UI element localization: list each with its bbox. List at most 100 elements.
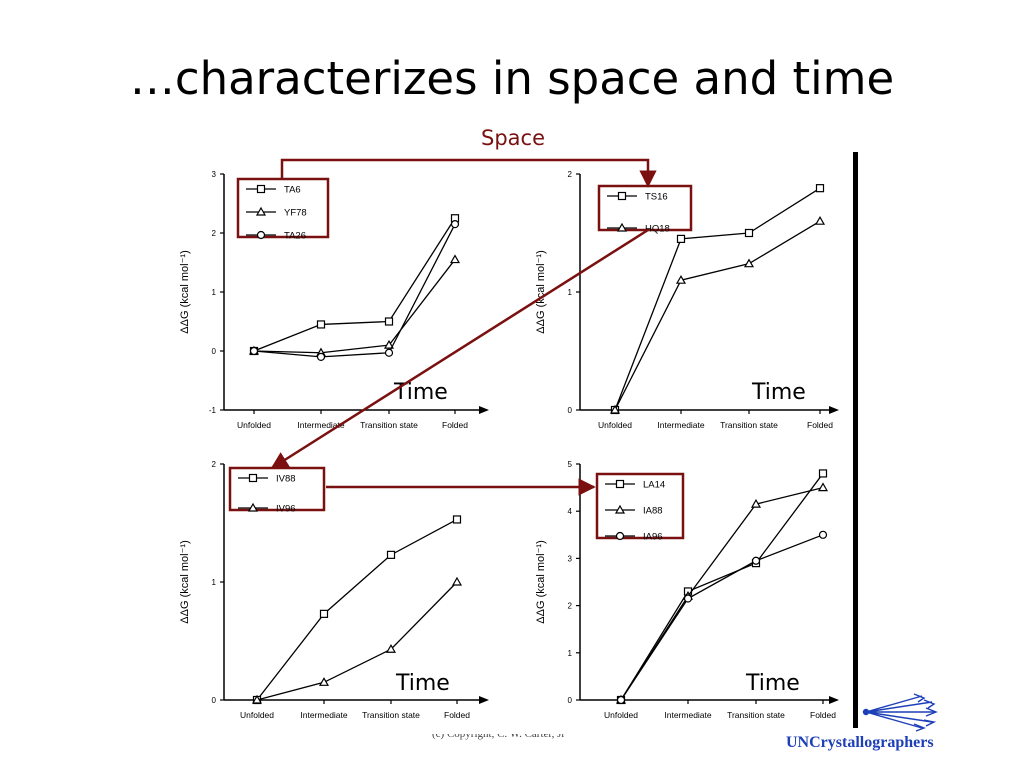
series-line [253, 259, 456, 354]
series-ta26 [249, 220, 460, 361]
time-label-bottom-right: Time [746, 671, 800, 696]
x-axis-arrow [479, 406, 489, 414]
legend-label: TA6 [284, 185, 301, 196]
x-tick-label: Folded [807, 420, 833, 430]
y-tick-label: 1 [212, 288, 217, 297]
legend-marker [256, 230, 266, 240]
y-tick-label: 0 [568, 406, 573, 415]
legend-label: HQ18 [645, 224, 670, 235]
y-tick-label: 2 [212, 229, 217, 238]
series-line [253, 223, 456, 358]
data-point [817, 482, 829, 492]
y-axis-label: ΔΔG (kcal mol⁻¹) [535, 250, 547, 333]
y-tick-label: -1 [209, 406, 217, 415]
legend-label: TS16 [645, 192, 668, 203]
legend-label: LA14 [643, 480, 665, 491]
data-point [676, 234, 686, 244]
series-line [620, 473, 824, 701]
legend: IV88 IV96 [228, 466, 326, 515]
data-point [386, 550, 396, 559]
legend-box [597, 184, 693, 232]
series-ia96 [616, 530, 828, 705]
legend-marker [617, 191, 627, 201]
data-point [744, 228, 754, 238]
series-hq18 [609, 215, 826, 414]
x-tick-label: Intermediate [300, 710, 348, 720]
y-tick-label: 1 [212, 578, 217, 587]
data-point [384, 348, 394, 357]
time-label-top-right: Time [752, 380, 806, 405]
y-axis-label: ΔΔG (kcal mol⁻¹) [179, 250, 191, 333]
y-tick-label: 5 [568, 460, 573, 469]
x-tick-label: Intermediate [664, 710, 712, 720]
data-point [451, 576, 463, 586]
space-arrow-diagonal [270, 228, 649, 470]
legend-marker [248, 473, 258, 483]
data-point [616, 695, 626, 705]
series-line [620, 534, 824, 701]
data-point [743, 258, 755, 268]
y-tick-label: 0 [212, 696, 217, 705]
y-tick-label: 2 [568, 170, 573, 179]
data-point [383, 339, 395, 349]
chart-panel-bottom-left: 0 1 2 ΔΔG (kcal mol⁻¹) Unfolded Intermediate T… [179, 460, 489, 720]
crystal-logo-icon [862, 693, 938, 732]
series-line [620, 486, 824, 701]
legend-marker [614, 504, 626, 514]
x-tick-label: Intermediate [297, 420, 345, 430]
legend-label: IV96 [276, 504, 296, 515]
data-point [814, 215, 826, 225]
slide-title: …characterizes in space and time [129, 52, 895, 105]
x-tick-label: Folded [810, 710, 836, 720]
data-point [609, 404, 621, 414]
data-point [815, 184, 825, 193]
brand-label: UNCrystallographers [786, 734, 934, 751]
y-tick-label: 0 [568, 696, 573, 705]
data-point [818, 530, 828, 539]
series-line [614, 187, 821, 411]
x-tick-label: Unfolded [604, 710, 638, 720]
y-tick-label: 1 [568, 288, 573, 297]
y-tick-label: 4 [568, 507, 573, 516]
y-tick-label: 1 [568, 649, 573, 658]
data-point [452, 515, 462, 524]
legend-marker [256, 184, 266, 194]
data-point [316, 352, 326, 361]
x-tick-label: Transition state [727, 710, 785, 720]
y-tick-label: 3 [568, 554, 573, 563]
legend-marker [615, 479, 625, 489]
data-point [316, 320, 326, 329]
data-point [751, 556, 761, 565]
y-tick-label: 2 [212, 460, 217, 469]
legend-marker [255, 206, 267, 216]
y-tick-label: 2 [568, 602, 573, 611]
x-tick-label: Unfolded [237, 420, 271, 430]
y-tick-label: 3 [212, 170, 217, 179]
legend-label: IV88 [276, 474, 296, 485]
space-label: Space [481, 126, 545, 150]
data-point [319, 609, 329, 618]
series-iv96 [251, 576, 463, 704]
slide-divider-bar [853, 152, 858, 728]
x-tick-label: Intermediate [657, 420, 705, 430]
series-line [256, 518, 458, 701]
legend-label: YF78 [284, 208, 307, 219]
data-point [449, 254, 461, 264]
legend: LA14 IA88 IA96 [595, 472, 685, 543]
copyright-text: (c) Copyright, C. W. Carter, Jr [432, 728, 566, 740]
legend-label: TA26 [284, 231, 306, 242]
x-tick-label: Unfolded [598, 420, 632, 430]
x-tick-label: Transition state [360, 420, 418, 430]
y-tick-label: 0 [212, 347, 217, 356]
legend-marker [615, 531, 625, 541]
data-point [683, 594, 693, 603]
x-tick-label: Folded [444, 710, 470, 720]
data-point [450, 220, 460, 229]
legend-marker [616, 222, 628, 232]
legend-label: IA88 [643, 506, 663, 517]
data-point [251, 694, 263, 704]
data-point [750, 498, 762, 508]
space-arrow-top [280, 158, 657, 188]
time-label-bottom-left: Time [396, 671, 450, 696]
